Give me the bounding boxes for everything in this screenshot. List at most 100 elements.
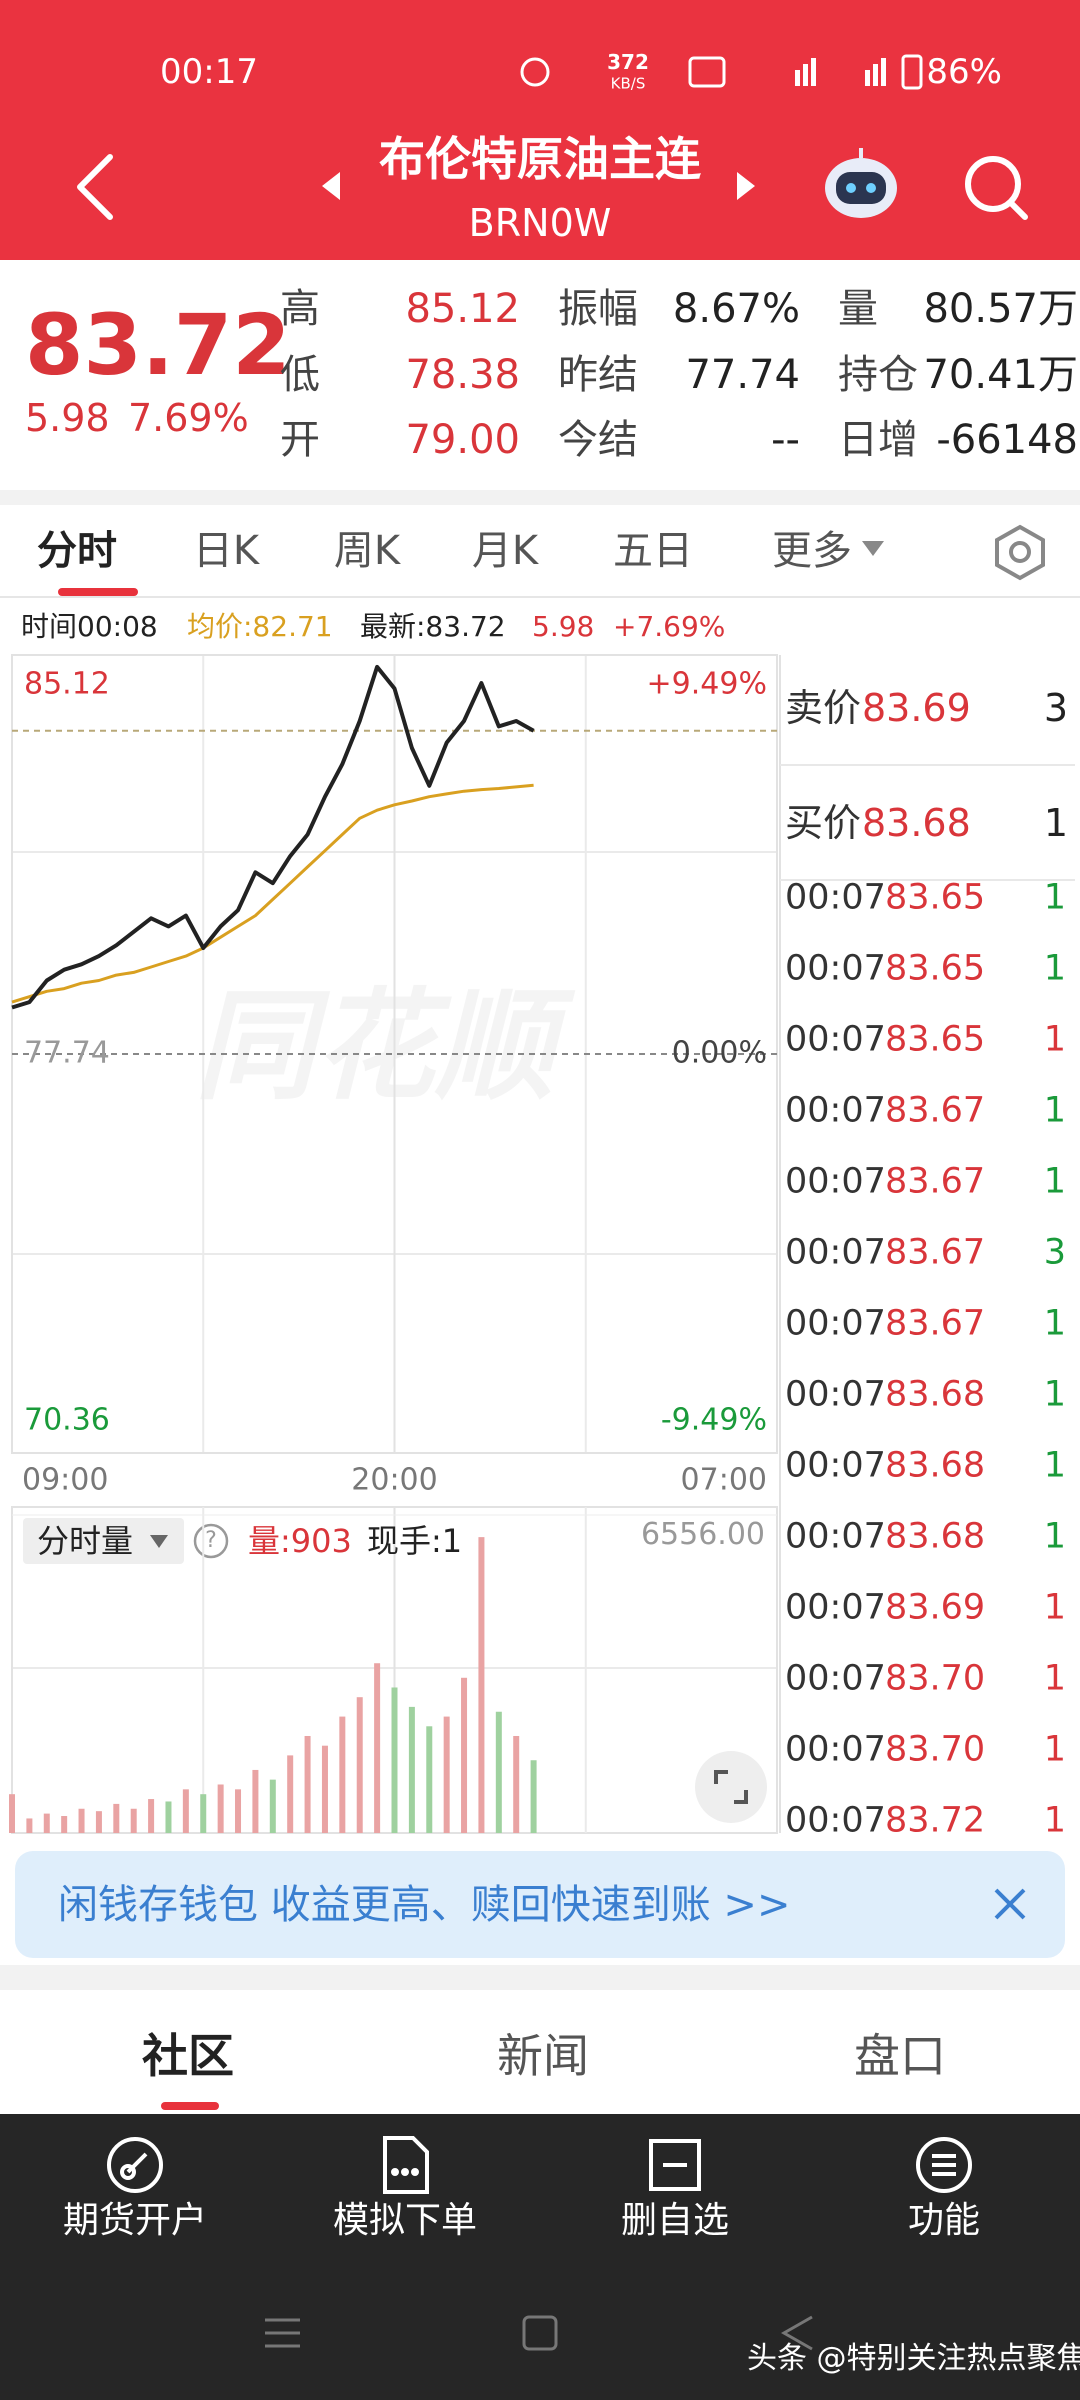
trade-price: 83.69 — [885, 1587, 986, 1628]
stat-label: 高 — [280, 286, 320, 332]
trade-qty: 1 — [1043, 1303, 1066, 1344]
trade-qty: 1 — [1043, 1090, 1066, 1131]
stat-value: -66148 — [936, 417, 1078, 463]
volume-bar — [495, 1711, 502, 1833]
y2-tick-label: 0.00% — [672, 1036, 767, 1071]
trade-price: 83.68 — [885, 1445, 986, 1486]
volume-bar — [78, 1808, 85, 1833]
footer-watermark: 头条 @特别关注热点聚焦 — [747, 2341, 1080, 2376]
watermark: 同花顺 — [195, 978, 576, 1117]
avg-line — [11, 783, 534, 1004]
stat-value: 79.00 — [405, 417, 520, 463]
header-bg — [0, 0, 1080, 260]
trade-time: 00:07 — [785, 1303, 886, 1344]
nav-label[interactable]: 期货开户 — [62, 2200, 208, 2241]
nav-label[interactable]: 功能 — [907, 2200, 981, 2241]
bottom-tab[interactable]: 盘口 — [854, 2029, 946, 2083]
stat-label: 开 — [280, 417, 320, 463]
stat-label: 量 — [838, 286, 878, 332]
trade-time: 00:07 — [785, 1445, 886, 1486]
volume-bar — [113, 1803, 120, 1833]
trade-price: 83.67 — [885, 1090, 986, 1131]
trade-qty: 3 — [1043, 1232, 1066, 1273]
y-tick-label: 6556.00 — [640, 1517, 765, 1552]
trade-time: 00:07 — [785, 1090, 886, 1131]
indicator-box[interactable] — [23, 1518, 184, 1564]
more-arrow — [862, 541, 884, 556]
change: 5.98 — [25, 396, 110, 440]
tab[interactable]: 日K — [192, 528, 260, 574]
volume-bar — [339, 1716, 346, 1833]
indicator[interactable]: 分时量 — [37, 1522, 134, 1560]
close-icon[interactable] — [994, 1888, 1026, 1920]
robot-icon[interactable] — [825, 148, 897, 218]
nav-label[interactable]: 删自选 — [620, 2200, 730, 2241]
trade-price: 83.68 — [885, 1374, 986, 1415]
info-pct: +7.69% — [613, 610, 726, 643]
next-icon[interactable] — [737, 172, 755, 200]
stat-value: 70.41万 — [923, 352, 1078, 398]
trade-price: 83.70 — [885, 1658, 986, 1699]
volume-bar — [443, 1716, 450, 1833]
stat-label: 低 — [280, 352, 320, 398]
trade-price: 83.65 — [885, 877, 986, 918]
tab[interactable]: 周K — [333, 528, 401, 574]
trade-qty: 1 — [1043, 877, 1066, 918]
y-tick-label: 77.74 — [24, 1036, 110, 1071]
fullscreen-icon[interactable] — [695, 1751, 767, 1823]
tab[interactable]: 月K — [471, 528, 539, 574]
indicator-arrow — [150, 1535, 168, 1548]
volume-bar — [95, 1811, 102, 1833]
info-change: 5.98 — [532, 610, 595, 643]
trade-price: 83.68 — [885, 1516, 986, 1557]
volume-bar — [269, 1779, 276, 1833]
volume-bar — [200, 1794, 207, 1833]
volume-bar — [408, 1706, 415, 1833]
trade-qty: 1 — [1043, 1516, 1066, 1557]
tab[interactable]: 分时 — [37, 528, 117, 574]
volume-bar — [374, 1663, 381, 1833]
y-tick-label: 70.36 — [24, 1403, 110, 1438]
change-pct: 7.69% — [128, 396, 249, 440]
net-speed: 372 — [607, 50, 649, 74]
stat-value: 80.57万 — [923, 286, 1078, 332]
bottom-tab[interactable]: 社区 — [142, 2029, 234, 2083]
search-icon[interactable] — [965, 156, 1028, 220]
trade-time: 00:07 — [785, 1800, 886, 1841]
y-tick-label: 85.12 — [24, 667, 110, 702]
volume-bar — [530, 1760, 537, 1833]
system-nav — [265, 2315, 813, 2351]
bottom-bar-bg — [0, 2114, 1080, 2400]
prev-icon[interactable] — [322, 172, 340, 200]
help-icon[interactable] — [193, 1523, 229, 1559]
trade-qty: 1 — [1043, 1729, 1066, 1770]
stat-label: 振幅 — [558, 286, 638, 332]
title: 布伦特原油主连 — [379, 132, 701, 186]
tab[interactable]: 五日 — [613, 528, 693, 574]
trade-time: 00:07 — [785, 1587, 886, 1628]
stat-value: 85.12 — [405, 286, 520, 332]
trade-price: 83.65 — [885, 948, 986, 989]
bottom-tab[interactable]: 新闻 — [497, 2029, 589, 2083]
tab[interactable]: 更多 — [772, 528, 852, 574]
volume-bar — [165, 1801, 172, 1833]
trade-qty: 1 — [1043, 1161, 1066, 1202]
banner-bg[interactable] — [15, 1851, 1065, 1958]
back-icon[interactable] — [77, 154, 113, 220]
banner-text[interactable]: 闲钱存钱包 收益更高、赎回快速到账 >> — [58, 1882, 791, 1928]
x-tick-label: 07:00 — [681, 1463, 767, 1498]
volume-bar — [478, 1537, 485, 1833]
volume-bar — [252, 1769, 259, 1833]
status-icons — [520, 54, 923, 90]
trade-qty: 1 — [1043, 1445, 1066, 1486]
stat-value: 77.74 — [685, 352, 800, 398]
trade-price: 83.70 — [885, 1729, 986, 1770]
stat-value: 78.38 — [405, 352, 520, 398]
nav-label[interactable]: 模拟下单 — [332, 2200, 478, 2241]
trade-price: 83.65 — [885, 1019, 986, 1060]
trade-qty: 1 — [1043, 1658, 1066, 1699]
settings-icon[interactable] — [995, 524, 1045, 581]
tab-indicator — [58, 588, 138, 596]
price: 83.72 — [25, 296, 291, 394]
